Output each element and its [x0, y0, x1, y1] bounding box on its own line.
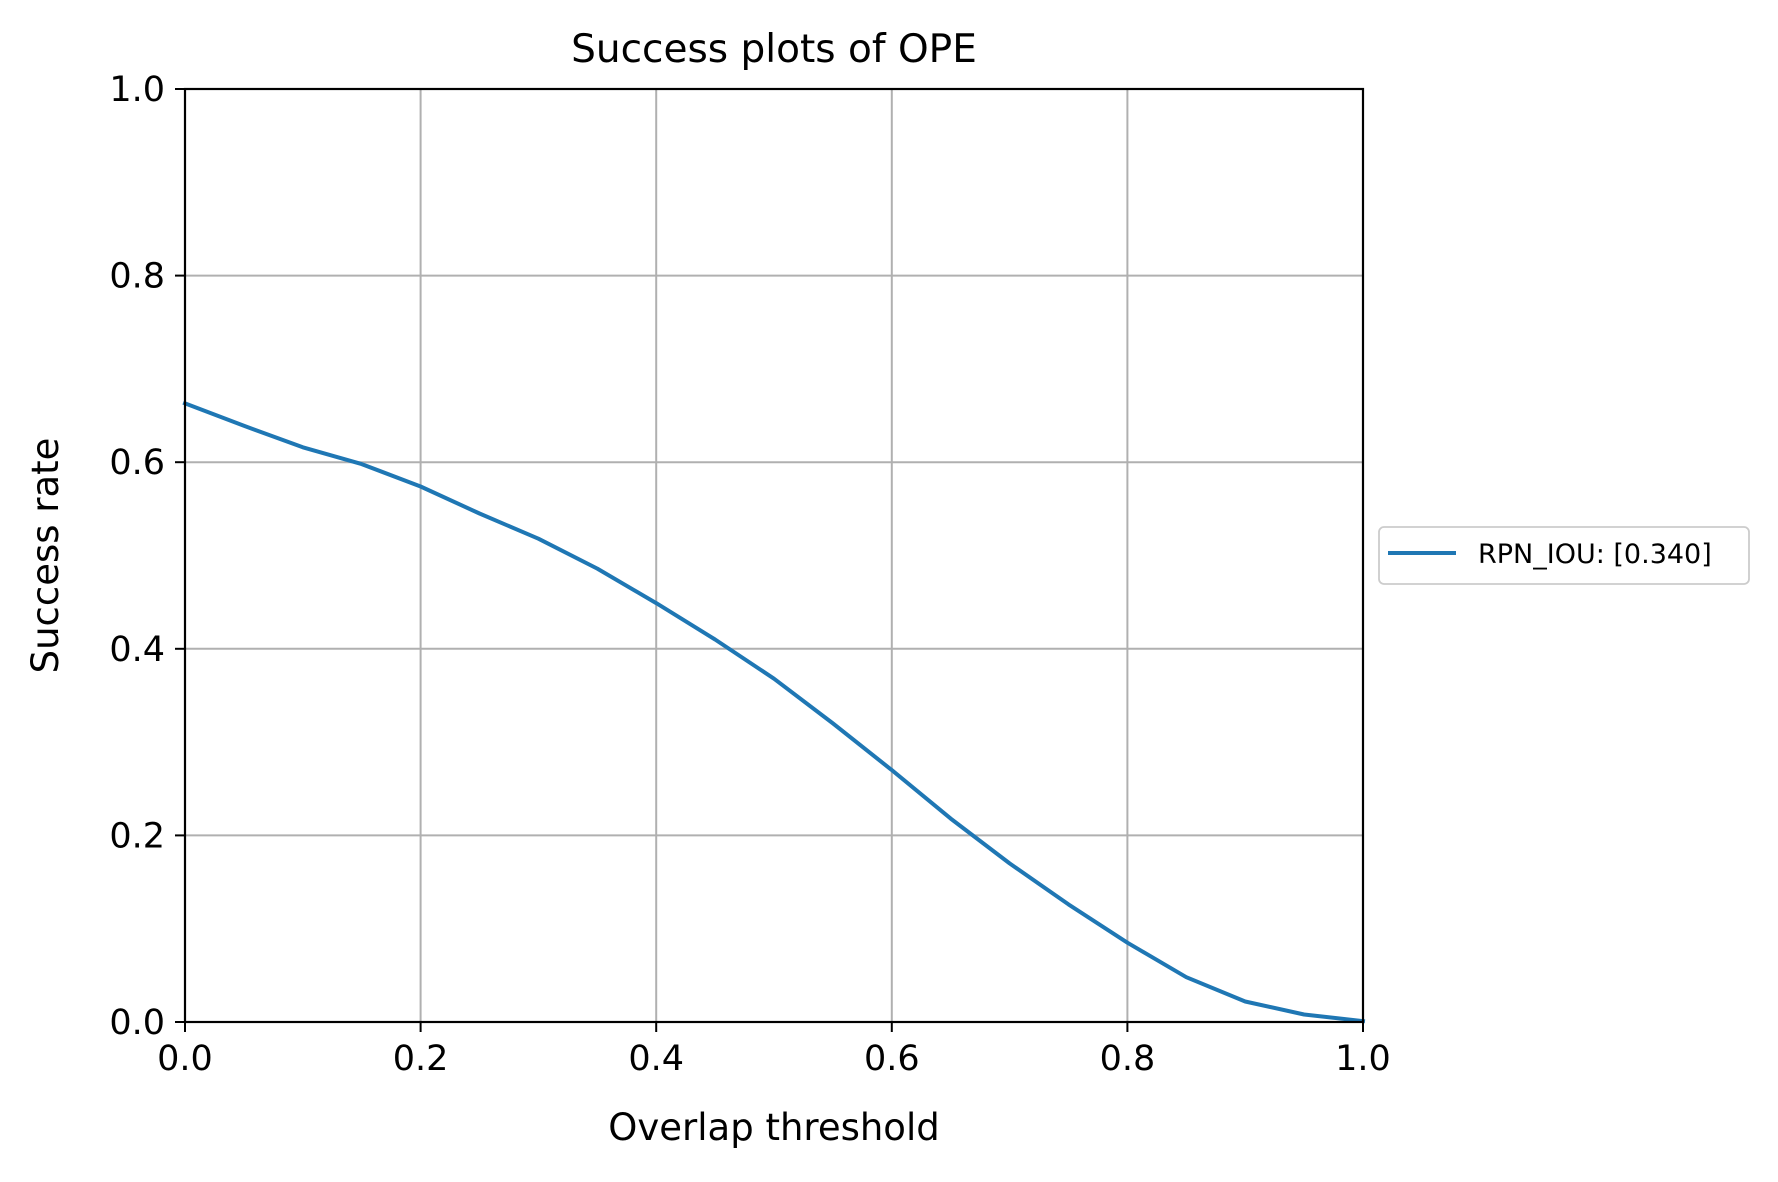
legend-box — [1378, 526, 1750, 585]
axis-ticks: 0.0 0.2 0.4 0.6 0.8 1.0 0.0 0.2 0.4 0.6 0.8 1.0 — [109, 70, 1391, 1079]
y-axis-title: Success rate — [24, 438, 67, 674]
y-tick-label: 0.8 — [109, 257, 165, 297]
grid — [185, 89, 1363, 1022]
x-tick-label: 0.4 — [628, 1039, 684, 1079]
x-tick-label: 1.0 — [1335, 1039, 1391, 1079]
plot-frame — [183, 87, 1365, 1024]
series-line-0 — [182, 400, 1366, 1024]
legend: RPN_IOU: [0.340] — [1378, 526, 1750, 585]
chart-title: Success plots of OPE — [571, 27, 977, 72]
y-tick-label: 0.0 — [109, 1003, 165, 1043]
x-tick-label: 0.2 — [393, 1039, 449, 1079]
y-tick-label: 0.6 — [109, 443, 165, 483]
y-tick-label: 0.4 — [109, 630, 165, 670]
x-tick-label: 0.8 — [1100, 1039, 1156, 1079]
series-layer — [182, 400, 1366, 1024]
x-tick-label: 0.0 — [157, 1039, 213, 1079]
y-tick-label: 0.2 — [109, 816, 165, 856]
y-tick-label: 1.0 — [109, 70, 165, 110]
x-axis-title: Overlap threshold — [608, 1106, 939, 1149]
x-tick-label: 0.6 — [864, 1039, 920, 1079]
legend-label: RPN_IOU: [0.340] — [1478, 539, 1712, 570]
